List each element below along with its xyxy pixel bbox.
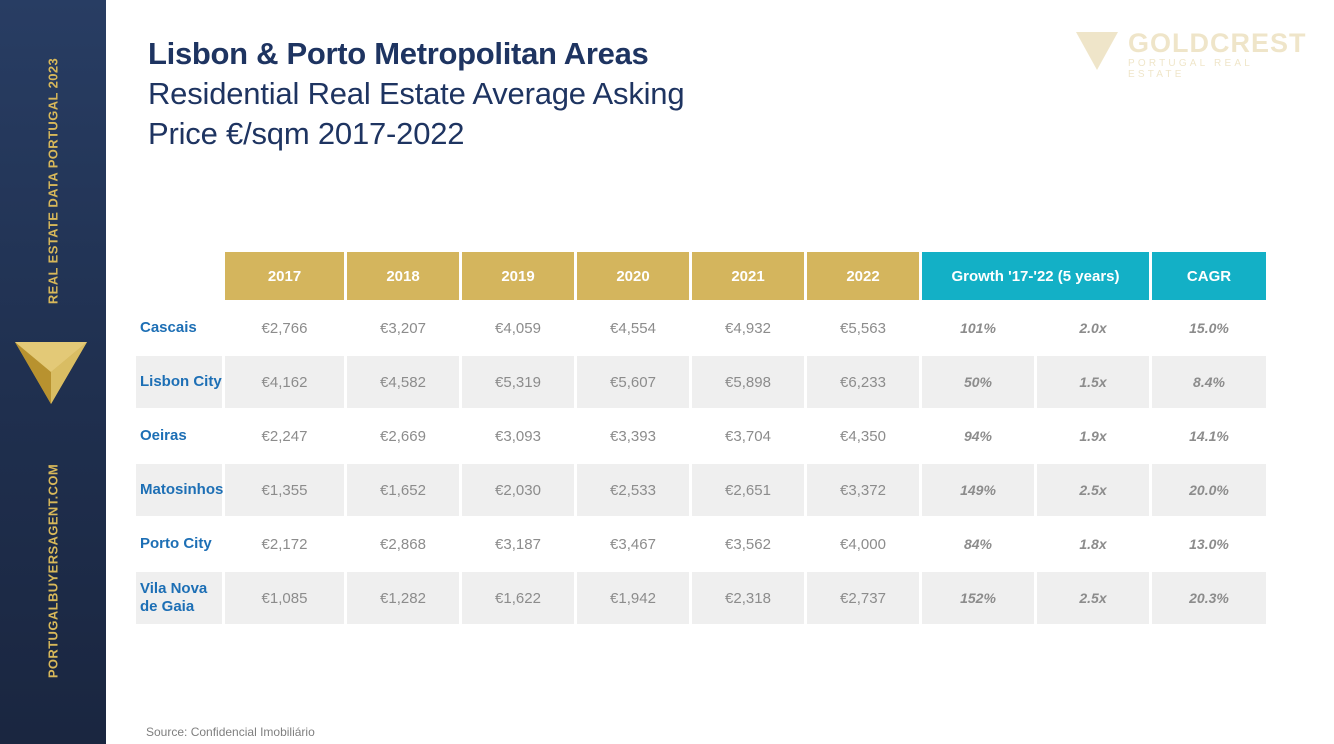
sidebar-website: PORTUGALBUYERSAGENT.COM bbox=[45, 463, 61, 679]
cell-value: €1,942 bbox=[610, 589, 656, 607]
cell-value: €2,868 bbox=[380, 535, 426, 553]
cell-value: €3,093 bbox=[495, 427, 541, 445]
brand-name: GOLDCREST bbox=[1128, 28, 1307, 58]
header-cagr: CAGR bbox=[1152, 252, 1266, 300]
row-label-porto-city: Porto City bbox=[140, 535, 212, 552]
header-2019: 2019 bbox=[462, 252, 574, 300]
cell-value: €5,563 bbox=[840, 319, 886, 337]
cell-value: €2,669 bbox=[380, 427, 426, 445]
growth-multiple: 1.5x bbox=[1079, 374, 1107, 390]
cell-value: €4,582 bbox=[380, 373, 426, 391]
cell-value: €5,319 bbox=[495, 373, 541, 391]
cagr-value: 13.0% bbox=[1189, 536, 1229, 552]
brand-logo: GOLDCREST PORTUGAL REAL ESTATE bbox=[1076, 28, 1307, 80]
gold-triangle-logo-icon bbox=[15, 342, 87, 404]
cell-value: €4,350 bbox=[840, 427, 886, 445]
cell-value: €2,651 bbox=[725, 481, 771, 499]
row-label-matosinhos: Matosinhos bbox=[140, 481, 224, 498]
cagr-value: 15.0% bbox=[1189, 320, 1229, 336]
growth-percent: 149% bbox=[960, 482, 996, 498]
cell-value: €2,030 bbox=[495, 481, 541, 499]
cell-value: €4,554 bbox=[610, 319, 656, 337]
cell-value: €1,085 bbox=[261, 589, 308, 607]
cell-value: €5,607 bbox=[610, 373, 656, 391]
page-subtitle-line2: Price €/sqm 2017-2022 bbox=[148, 116, 465, 151]
brand-tagline: PORTUGAL REAL ESTATE bbox=[1128, 58, 1253, 80]
row-label-oeiras: Oeiras bbox=[140, 427, 187, 444]
header-2022: 2022 bbox=[807, 252, 919, 300]
cell-value: €3,467 bbox=[610, 535, 656, 553]
cell-value: €2,766 bbox=[261, 319, 308, 337]
cell-value: €5,898 bbox=[725, 373, 771, 391]
row-label-lisbon-city: Lisbon City bbox=[140, 373, 222, 390]
cell-value: €3,187 bbox=[495, 535, 541, 553]
header-2020: 2020 bbox=[577, 252, 689, 300]
growth-multiple: 2.5x bbox=[1079, 482, 1107, 498]
cell-value: €4,000 bbox=[840, 535, 886, 553]
sidebar: REAL ESTATE DATA PORTUGAL 2023 PORTUGALB… bbox=[0, 0, 106, 744]
table-row bbox=[136, 302, 1266, 354]
header-2021: 2021 bbox=[692, 252, 804, 300]
cell-value: €2,533 bbox=[610, 481, 656, 499]
table-row bbox=[136, 356, 1266, 408]
growth-percent: 50% bbox=[963, 374, 993, 390]
growth-percent: 101% bbox=[960, 320, 996, 336]
cell-value: €1,355 bbox=[261, 481, 308, 499]
cell-value: €3,393 bbox=[610, 427, 656, 445]
cagr-value: 8.4% bbox=[1193, 374, 1225, 390]
cagr-value: 20.3% bbox=[1189, 590, 1229, 606]
page-subtitle-line1: Residential Real Estate Average Asking bbox=[148, 76, 685, 111]
growth-percent: 94% bbox=[963, 428, 993, 444]
cell-value: €3,207 bbox=[380, 319, 426, 337]
cell-value: €2,318 bbox=[725, 589, 771, 607]
header-growth: Growth '17-'22 (5 years) bbox=[922, 252, 1149, 300]
growth-multiple: 1.9x bbox=[1079, 428, 1107, 444]
cell-value: €1,282 bbox=[380, 589, 426, 607]
table-row bbox=[136, 572, 1266, 624]
cell-value: €1,622 bbox=[495, 589, 541, 607]
row-label-vila-nova-de-gaia: Vila Nova de Gaia bbox=[140, 580, 208, 615]
source-note: Source: Confidencial Imobiliário bbox=[146, 725, 315, 739]
cell-value: €4,162 bbox=[261, 373, 308, 391]
cagr-value: 20.0% bbox=[1189, 482, 1229, 498]
growth-multiple: 1.8x bbox=[1079, 536, 1107, 552]
sidebar-heading: REAL ESTATE DATA PORTUGAL 2023 bbox=[45, 57, 61, 305]
cell-value: €3,562 bbox=[725, 535, 771, 553]
cell-value: €6,233 bbox=[840, 373, 886, 391]
row-label-cascais: Cascais bbox=[140, 319, 197, 336]
cell-value: €1,652 bbox=[380, 481, 426, 499]
page-title: Lisbon & Porto Metropolitan Areas bbox=[148, 36, 649, 71]
header-2018: 2018 bbox=[347, 252, 459, 300]
cell-value: €2,737 bbox=[840, 589, 886, 607]
growth-multiple: 2.5x bbox=[1079, 590, 1107, 606]
brand-triangle-icon bbox=[1076, 32, 1118, 70]
cell-value: €2,172 bbox=[261, 535, 308, 553]
growth-percent: 152% bbox=[960, 590, 996, 606]
cell-value: €3,704 bbox=[725, 427, 771, 445]
growth-percent: 84% bbox=[963, 536, 993, 552]
table-row bbox=[136, 464, 1266, 516]
cell-value: €4,059 bbox=[495, 319, 541, 337]
cell-value: €3,372 bbox=[840, 481, 886, 499]
cell-value: €4,932 bbox=[725, 319, 771, 337]
growth-multiple: 2.0x bbox=[1079, 320, 1107, 336]
header-2017: 2017 bbox=[225, 252, 344, 300]
cagr-value: 14.1% bbox=[1189, 428, 1229, 444]
cell-value: €2,247 bbox=[261, 427, 308, 445]
